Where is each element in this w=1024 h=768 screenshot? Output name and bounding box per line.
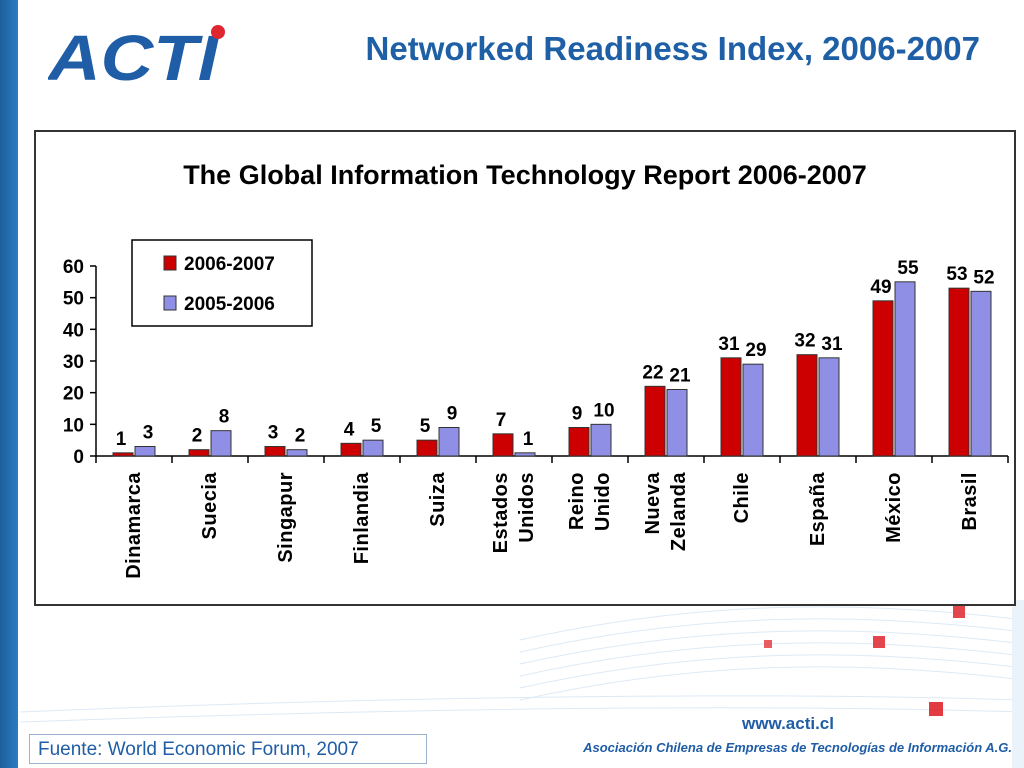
data-label: 29 [745, 340, 766, 361]
bar-2005-2006 [894, 281, 916, 457]
x-category-label: Singapur [275, 472, 297, 563]
deco-square [873, 636, 885, 648]
data-label: 31 [718, 334, 740, 355]
legend-label: 2006-2007 [184, 254, 275, 275]
data-label: 9 [447, 404, 458, 425]
x-category-label: Suecia [199, 472, 221, 540]
bar-2005-2006 [438, 427, 460, 457]
acti-logo-dot [211, 25, 225, 39]
deco-square [953, 606, 965, 618]
data-label: 3 [268, 423, 279, 444]
data-label: 10 [593, 400, 614, 421]
bar-2005-2006 [666, 389, 688, 457]
y-tick-label: 60 [63, 257, 84, 278]
chart-title: The Global Information Technology Report… [183, 160, 867, 190]
bar-2006-2007 [948, 287, 970, 457]
bar-chart: The Global Information Technology Report… [63, 160, 1009, 579]
data-label: 52 [973, 267, 994, 288]
x-category-label: Brasil [959, 472, 981, 531]
bar-2006-2007 [112, 452, 134, 457]
x-category-label: México [883, 472, 905, 543]
bar-2005-2006 [818, 357, 840, 457]
data-label: 32 [794, 331, 815, 352]
x-category-label: Estados [490, 472, 512, 553]
acti-logo: ACTI [48, 22, 225, 88]
legend-swatch [163, 255, 177, 271]
bar-2006-2007 [492, 433, 514, 457]
bar-2005-2006 [514, 452, 536, 457]
data-label: 49 [870, 277, 891, 298]
bar-2006-2007 [416, 439, 438, 457]
x-category-label: Chile [731, 472, 753, 523]
y-tick-label: 40 [63, 320, 84, 341]
data-label: 2 [192, 426, 203, 447]
bar-2006-2007 [188, 449, 210, 457]
x-category-label: Unidos [516, 472, 538, 543]
data-label: 5 [420, 416, 431, 437]
y-tick-label: 20 [63, 384, 84, 405]
x-category-label: Reino [566, 472, 588, 530]
footer-source: Fuente: World Economic Forum, 2007 [29, 734, 427, 764]
acti-logo-text: ACTI [48, 22, 219, 88]
deco-square [764, 640, 772, 648]
bar-2006-2007 [340, 442, 362, 457]
data-label: 22 [642, 362, 663, 383]
y-tick-label: 50 [63, 289, 84, 310]
bar-2006-2007 [264, 446, 286, 457]
bar-2005-2006 [286, 449, 308, 457]
bar-2005-2006 [362, 439, 384, 457]
y-tick-label: 30 [63, 352, 84, 373]
data-label: 4 [344, 419, 355, 440]
data-label: 3 [143, 423, 154, 444]
bar-2005-2006 [742, 363, 764, 457]
footer-url[interactable]: www.acti.cl [742, 714, 834, 733]
x-category-label: Finlandia [351, 472, 373, 565]
data-label: 5 [371, 416, 382, 437]
data-label: 53 [946, 264, 967, 285]
data-label: 2 [295, 426, 306, 447]
data-label: 31 [821, 334, 843, 355]
chart-frame: The Global Information Technology Report… [34, 130, 1016, 606]
bar-2005-2006 [210, 430, 232, 457]
y-tick-label: 10 [63, 415, 84, 436]
y-tick-label: 0 [73, 447, 84, 468]
bar-2006-2007 [796, 354, 818, 457]
legend-swatch [163, 295, 177, 311]
bar-2006-2007 [872, 300, 894, 457]
bar-2005-2006 [134, 446, 156, 457]
x-category-label: Suiza [427, 472, 449, 527]
slide-title: Networked Readiness Index, 2006-2007 [365, 30, 980, 67]
x-category-label: Zelanda [668, 472, 690, 551]
bar-2005-2006 [970, 290, 992, 457]
data-label: 21 [669, 366, 691, 387]
data-label: 9 [572, 404, 583, 425]
legend-box [131, 239, 313, 327]
legend-label: 2005-2006 [184, 294, 275, 315]
data-label: 55 [897, 258, 919, 279]
left-accent-bar [0, 0, 18, 768]
data-label: 7 [496, 410, 507, 431]
bar-2006-2007 [720, 357, 742, 457]
data-label: 1 [116, 429, 127, 450]
bar-2005-2006 [590, 423, 612, 457]
bar-2006-2007 [644, 385, 666, 457]
data-label: 8 [219, 407, 230, 428]
x-category-label: España [807, 472, 829, 547]
x-category-label: Unido [592, 472, 614, 531]
x-category-label: Dinamarca [123, 472, 145, 579]
x-category-label: Nueva [642, 472, 664, 535]
data-label: 1 [523, 429, 534, 450]
deco-square [929, 702, 943, 716]
footer-organization: Asociación Chilena de Empresas de Tecnol… [583, 740, 1012, 755]
bar-2006-2007 [568, 427, 590, 457]
